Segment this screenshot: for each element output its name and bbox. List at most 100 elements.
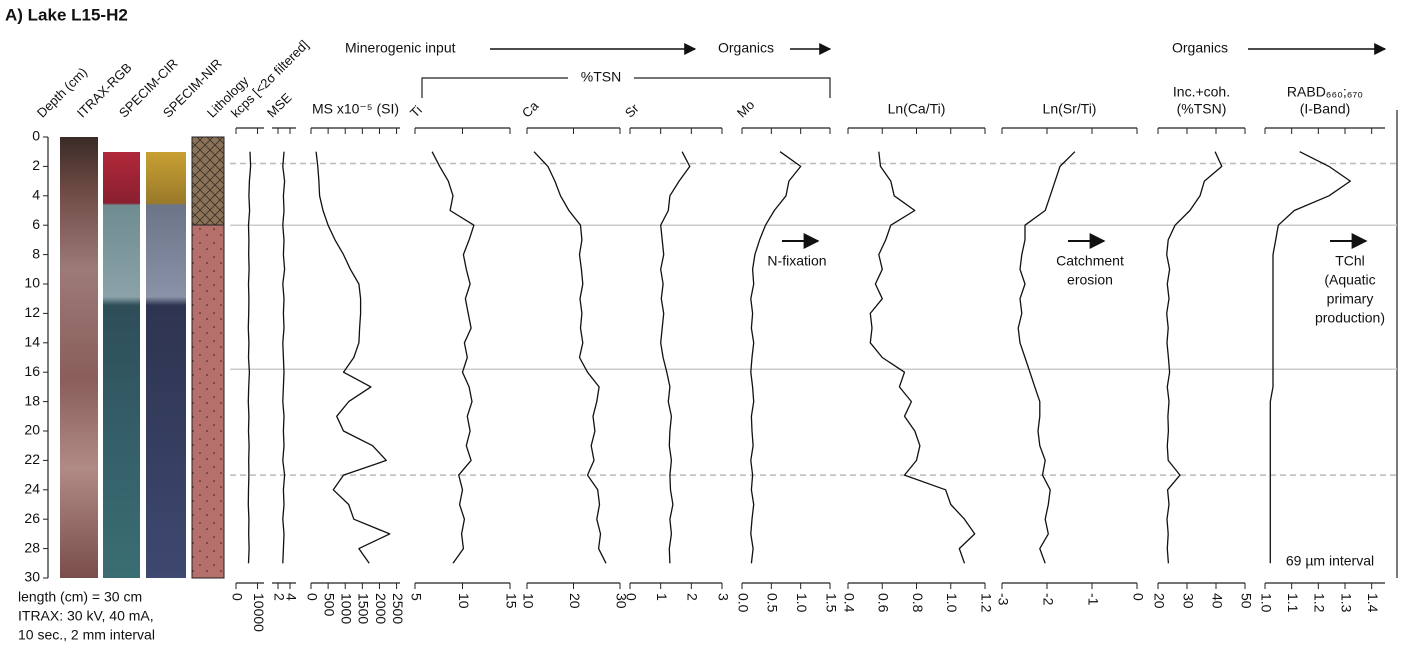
- annotation: erosion: [1067, 272, 1113, 288]
- series-line: [533, 151, 607, 564]
- x-tick-label: 20: [567, 593, 583, 609]
- annotation: N-fixation: [767, 253, 826, 269]
- series-label: Ti: [407, 103, 425, 121]
- annotation: 69 µm interval: [1286, 553, 1374, 569]
- series-line: [750, 151, 802, 564]
- series-label: Mo: [734, 97, 757, 120]
- y-tick-label: 22: [24, 451, 40, 467]
- y-tick-label: 14: [24, 334, 40, 350]
- x-tick-label: 1.0: [794, 593, 810, 613]
- x-tick-label: 2000: [373, 593, 389, 624]
- series-line: [1166, 151, 1223, 564]
- x-tick-label: 5: [408, 593, 424, 601]
- series-label: Ca: [519, 98, 542, 121]
- x-tick-label: 0: [304, 593, 320, 601]
- series-label: MS x10⁻⁵ (SI): [312, 101, 399, 117]
- series-line: [1017, 151, 1076, 564]
- x-tick-label: 15: [503, 593, 519, 609]
- footnote: length (cm) = 30 cm: [18, 589, 142, 605]
- x-tick-label: 1.5: [823, 593, 839, 613]
- tsn-bracket: [421, 77, 831, 98]
- footnote: 10 sec., 2 mm interval: [18, 627, 155, 643]
- x-tick-label: 1.3: [1338, 593, 1354, 613]
- series-line: [869, 151, 976, 564]
- series-label: Ln(Ca/Ti): [888, 101, 946, 117]
- series-line: [282, 151, 286, 564]
- x-tick-label: 1500: [356, 593, 372, 624]
- y-tick-label: 6: [32, 216, 40, 232]
- cir-image: [103, 152, 140, 578]
- series-label: (I-Band): [1300, 101, 1351, 117]
- series-line: [315, 151, 391, 564]
- x-tick-label: 1.0: [1258, 593, 1274, 613]
- header-label: Minerogenic input: [345, 40, 456, 56]
- y-tick-label: 2: [32, 157, 40, 173]
- x-tick-label: 3: [715, 593, 731, 601]
- series-line: [660, 151, 691, 564]
- y-tick-label: 20: [24, 422, 40, 438]
- x-tick-label: 40: [1209, 593, 1225, 609]
- x-tick-label: -3: [995, 593, 1011, 606]
- x-tick-label: 10: [456, 593, 472, 609]
- x-tick-label: 4: [283, 593, 299, 601]
- x-tick-label: 0.0: [735, 593, 751, 613]
- x-tick-label: 30: [613, 593, 629, 609]
- footnote: ITRAX: 30 kV, 40 mA,: [18, 608, 154, 624]
- y-tick-label: 12: [24, 304, 40, 320]
- x-tick-label: 1.0: [944, 593, 960, 613]
- x-tick-label: 1.2: [1312, 593, 1328, 613]
- y-tick-label: 16: [24, 363, 40, 379]
- series-label: RABD₆₆₀;₆₇₀: [1287, 84, 1363, 100]
- series-line: [247, 151, 252, 564]
- series-label: Sr: [622, 100, 642, 120]
- x-tick-label: 10000: [251, 593, 267, 632]
- x-tick-label: 2: [685, 593, 701, 601]
- y-tick-label: 18: [24, 392, 40, 408]
- x-tick-label: 0.4: [841, 593, 857, 613]
- y-tick-label: 0: [32, 128, 40, 144]
- series-label: Inc.+coh.: [1173, 84, 1230, 100]
- y-tick-label: 24: [24, 481, 40, 497]
- x-tick-label: 1.2: [978, 593, 994, 613]
- y-tick-label: 28: [24, 539, 40, 555]
- x-tick-label: 1: [654, 593, 670, 601]
- series-line: [431, 151, 475, 564]
- series-line: [1269, 151, 1351, 564]
- x-tick-label: 0.8: [910, 593, 926, 613]
- x-tick-label: 2: [271, 593, 287, 601]
- x-tick-label: 30: [1180, 593, 1196, 609]
- x-tick-label: 0: [1130, 593, 1146, 601]
- title: A) Lake L15-H2: [5, 5, 128, 24]
- x-tick-label: 500: [321, 593, 337, 617]
- lithology-bottom: [191, 224, 225, 579]
- x-tick-label: -2: [1040, 593, 1056, 606]
- itrax-image: [60, 137, 98, 578]
- annotation: production): [1315, 310, 1385, 326]
- annotation: primary: [1327, 291, 1374, 307]
- x-tick-label: -1: [1085, 593, 1101, 606]
- series-label: MSE: [264, 90, 295, 121]
- header-label: Organics: [1172, 40, 1228, 56]
- x-tick-label: 0: [229, 593, 245, 601]
- x-tick-label: 1.4: [1365, 593, 1381, 613]
- x-tick-label: 2500: [390, 593, 406, 624]
- header-label: %TSN: [581, 69, 621, 85]
- x-tick-label: 50: [1238, 593, 1254, 609]
- x-tick-label: 20: [1151, 593, 1167, 609]
- header-label: Organics: [718, 40, 774, 56]
- series-label: (%TSN): [1177, 101, 1227, 117]
- annotation: TChl: [1335, 253, 1365, 269]
- x-tick-label: 0: [623, 593, 639, 601]
- y-tick-label: 10: [24, 275, 40, 291]
- y-tick-label: 4: [32, 187, 40, 203]
- y-tick-label: 30: [24, 569, 40, 585]
- x-tick-label: 0.5: [765, 593, 781, 613]
- nir-image: [146, 152, 186, 578]
- lithology-top: [191, 136, 225, 226]
- annotation: Catchment: [1056, 253, 1124, 269]
- x-tick-label: 10: [520, 593, 536, 609]
- series-label: Ln(Sr/Ti): [1043, 101, 1097, 117]
- x-tick-label: 0.6: [876, 593, 892, 613]
